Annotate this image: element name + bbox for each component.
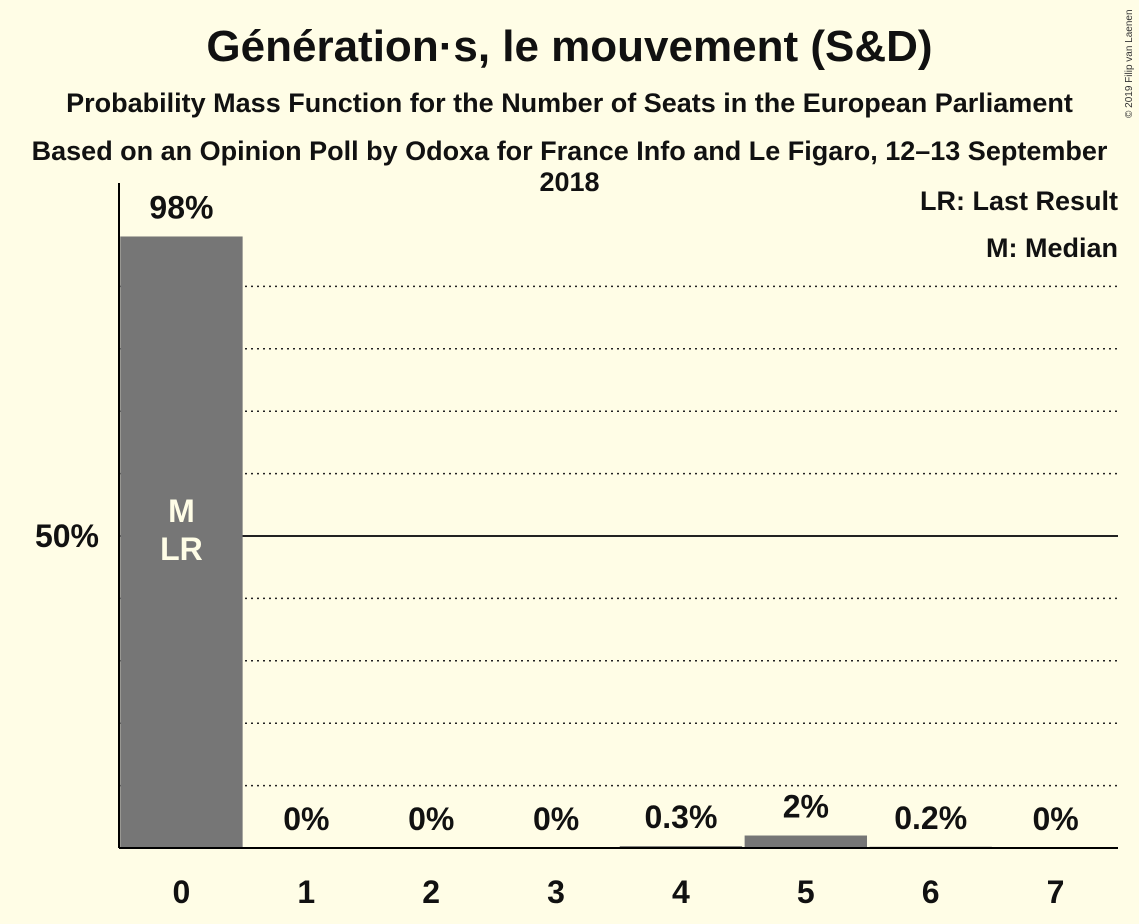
bars <box>120 236 992 849</box>
value-label-1: 0% <box>283 801 329 837</box>
value-label-3: 0% <box>533 801 579 837</box>
x-tick-5: 5 <box>797 874 815 910</box>
legend-last-result: LR: Last Result <box>920 186 1118 216</box>
x-tick-3: 3 <box>547 874 565 910</box>
x-tick-7: 7 <box>1047 874 1065 910</box>
x-tick-6: 6 <box>922 874 940 910</box>
value-label-2: 0% <box>408 801 454 837</box>
value-label-0: 98% <box>149 189 213 225</box>
y-tick-50: 50% <box>35 518 99 554</box>
x-tick-0: 0 <box>173 874 191 910</box>
legend-median: M: Median <box>986 233 1118 263</box>
value-label-5: 2% <box>783 789 829 825</box>
bar-5 <box>744 835 868 848</box>
x-tick-labels: 0 1 2 3 4 5 6 7 <box>173 874 1065 910</box>
value-label-4: 0.3% <box>644 799 717 835</box>
bar-0 <box>120 236 243 849</box>
chart-title: Génération·s, le mouvement (S&D) <box>206 22 933 71</box>
median-mark: M <box>168 493 195 529</box>
last-result-mark: LR <box>160 531 203 567</box>
chart-source-line: Based on an Opinion Poll by Odoxa for Fr… <box>31 136 1108 197</box>
value-label-6: 0.2% <box>894 800 967 836</box>
chart-subtitle: Probability Mass Function for the Number… <box>66 88 1073 118</box>
x-tick-1: 1 <box>297 874 315 910</box>
x-tick-4: 4 <box>672 874 690 910</box>
value-labels: 98% 0% 0% 0% 0.3% 2% 0.2% 0% MLR <box>149 189 1078 837</box>
x-tick-2: 2 <box>422 874 440 910</box>
y-tick-labels: 50% <box>35 518 99 554</box>
gridlines <box>119 285 1118 787</box>
value-label-7: 0% <box>1032 801 1078 837</box>
